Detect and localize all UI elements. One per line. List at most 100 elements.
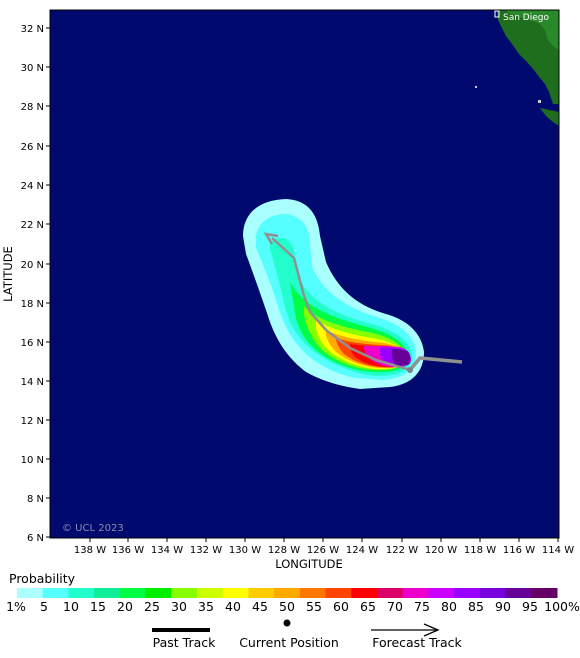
legend-swatch bbox=[119, 588, 147, 598]
legend-label: 35 bbox=[198, 599, 214, 614]
lat-tick: 6 N bbox=[27, 533, 50, 544]
forecast-arrowhead bbox=[263, 232, 279, 245]
lat-tick: 28 N bbox=[21, 102, 50, 113]
lon-tick: 122 W bbox=[386, 538, 418, 556]
legend-label: 55 bbox=[306, 599, 322, 614]
legend-swatch bbox=[145, 588, 172, 598]
legend-label: 70 bbox=[387, 599, 403, 614]
legend-label: 1% bbox=[6, 599, 26, 614]
lon-tick: 132 W bbox=[190, 538, 222, 556]
lat-tick: 30 N bbox=[21, 63, 50, 74]
lon-tick-label: 134 W bbox=[151, 545, 183, 556]
legend-swatch bbox=[17, 588, 44, 598]
legend-label: 60 bbox=[333, 599, 349, 614]
legend-labels: 1% 5 10 15 20 25 30 35 40 45 50 55 60 65 70 75 80 85 90 95 1… bbox=[6, 599, 580, 614]
lon-tick-label: 138 W bbox=[74, 545, 106, 556]
lon-tick: 138 W bbox=[74, 538, 106, 556]
legend-label: 45 bbox=[252, 599, 268, 614]
legend-swatch bbox=[42, 588, 69, 598]
legend-label: 100% bbox=[544, 599, 580, 614]
lat-tick: 32 N bbox=[21, 24, 50, 35]
lon-tick-label: 124 W bbox=[346, 545, 378, 556]
current-position-key-label: Current Position bbox=[239, 635, 339, 650]
forecast-arrow-icon bbox=[423, 623, 440, 637]
lon-tick: 134 W bbox=[151, 538, 183, 556]
current-position-marker bbox=[407, 367, 413, 373]
legend-label: 80 bbox=[441, 599, 457, 614]
legend-label: 10 bbox=[63, 599, 79, 614]
legend-swatch bbox=[351, 588, 378, 598]
legend-label: 25 bbox=[144, 599, 160, 614]
legend-swatch bbox=[479, 588, 507, 598]
lon-tick-label: 116 W bbox=[503, 545, 535, 556]
lon-tick-label: 122 W bbox=[386, 545, 418, 556]
legend-swatch bbox=[505, 588, 532, 598]
legend-swatch bbox=[377, 588, 404, 598]
legend-swatch bbox=[402, 588, 429, 598]
lat-tick-label: 10 N bbox=[21, 455, 44, 466]
lat-tick-label: 18 N bbox=[21, 299, 44, 310]
lat-tick-label: 8 N bbox=[27, 494, 44, 505]
lat-tick-label: 28 N bbox=[21, 102, 44, 113]
legend-swatch bbox=[454, 588, 481, 598]
legend-color-bar bbox=[17, 588, 558, 598]
lat-tick: 14 N bbox=[21, 377, 50, 388]
legend-swatch bbox=[197, 588, 224, 598]
lon-tick-label: 118 W bbox=[464, 545, 496, 556]
legend-label: 20 bbox=[117, 599, 133, 614]
lat-tick: 18 N bbox=[21, 299, 50, 310]
legend-swatch bbox=[325, 588, 352, 598]
lat-tick-label: 22 N bbox=[21, 220, 44, 231]
lon-tick: 116 W bbox=[503, 538, 535, 556]
legend-swatch bbox=[222, 588, 249, 598]
lon-tick: 124 W bbox=[346, 538, 378, 556]
lat-tick-label: 6 N bbox=[27, 533, 44, 544]
past-track-line bbox=[408, 356, 463, 372]
legend-label: 50 bbox=[279, 599, 295, 614]
plot-frame bbox=[49, 9, 560, 539]
city-marker-icon bbox=[494, 10, 500, 18]
lon-tick: 120 W bbox=[425, 538, 457, 556]
legend-title: Probability bbox=[9, 571, 76, 586]
lon-tick: 136 W bbox=[112, 538, 144, 556]
lon-tick: 126 W bbox=[307, 538, 339, 556]
forecast-track-key-label: Forecast Track bbox=[372, 635, 462, 650]
lat-tick-label: 24 N bbox=[21, 181, 44, 192]
storm-track bbox=[263, 232, 463, 373]
legend-swatch bbox=[299, 588, 327, 598]
lon-tick-label: 114 W bbox=[542, 545, 574, 556]
legend-label: 15 bbox=[90, 599, 106, 614]
legend-swatch bbox=[248, 588, 275, 598]
legend-label: 75 bbox=[414, 599, 430, 614]
x-axis-title: LONGITUDE bbox=[275, 557, 343, 571]
lon-tick-label: 136 W bbox=[112, 545, 144, 556]
legend-label: 30 bbox=[171, 599, 187, 614]
current-position-key-dot bbox=[283, 619, 291, 627]
lon-tick: 118 W bbox=[464, 538, 496, 556]
legend-label: 85 bbox=[468, 599, 484, 614]
legend-swatch bbox=[428, 588, 455, 598]
lat-tick-label: 12 N bbox=[21, 416, 44, 427]
lat-tick: 12 N bbox=[21, 416, 50, 427]
lon-tick-label: 128 W bbox=[268, 545, 300, 556]
legend-label: 90 bbox=[495, 599, 511, 614]
lat-tick: 16 N bbox=[21, 338, 50, 349]
legend-swatch bbox=[531, 588, 558, 598]
lat-tick-label: 30 N bbox=[21, 63, 44, 74]
lat-tick-label: 32 N bbox=[21, 24, 44, 35]
legend-label: 40 bbox=[225, 599, 241, 614]
probability-swath bbox=[243, 199, 424, 389]
land-mass bbox=[475, 10, 559, 126]
y-axis-title: LATITUDE bbox=[1, 246, 15, 302]
city-label: San Diego bbox=[503, 13, 549, 23]
lon-tick: 128 W bbox=[268, 538, 300, 556]
watermark: © UCL 2023 bbox=[62, 523, 124, 534]
lat-tick: 22 N bbox=[21, 220, 50, 231]
lat-tick-label: 16 N bbox=[21, 338, 44, 349]
legend-label: 95 bbox=[522, 599, 538, 614]
lat-tick: 26 N bbox=[21, 142, 50, 153]
lon-tick-label: 126 W bbox=[307, 545, 339, 556]
lon-tick: 130 W bbox=[229, 538, 261, 556]
lat-tick: 20 N bbox=[21, 260, 50, 271]
lat-tick: 8 N bbox=[27, 494, 50, 505]
